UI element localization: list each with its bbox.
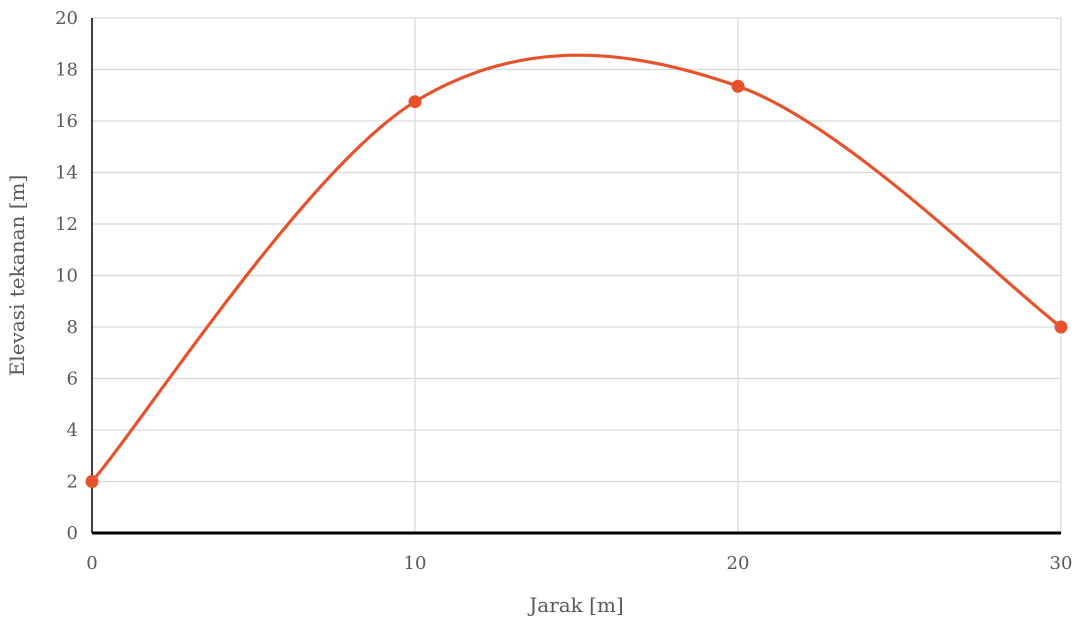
y-tick-label: 10	[55, 266, 78, 287]
y-tick-label: 8	[67, 317, 78, 338]
y-tick-label: 0	[67, 523, 78, 544]
data-point-marker	[731, 79, 745, 93]
series-line	[90, 53, 1063, 484]
y-axis-title: Elevasi tekanan [m]	[5, 175, 29, 377]
axes	[91, 18, 1061, 535]
y-tick-label: 6	[67, 369, 78, 390]
y-tick-label: 14	[55, 163, 78, 184]
y-tick-label: 4	[67, 420, 78, 441]
x-tick-label: 10	[404, 553, 427, 574]
series-group	[85, 53, 1068, 488]
x-tick-label: 0	[86, 553, 97, 574]
y-tick-label: 16	[55, 111, 78, 132]
y-tick-label: 12	[55, 214, 78, 235]
x-axis-title: Jarak [m]	[527, 593, 623, 617]
y-tick-label: 20	[55, 8, 78, 29]
x-tick-label: 20	[727, 553, 750, 574]
tick-labels: 0 2 4 6 8 10 12 14 16 18 20 0 10 20 30	[55, 8, 1072, 574]
gridlines	[92, 17, 1062, 533]
data-point-marker	[408, 95, 422, 109]
data-point-marker	[85, 475, 99, 488]
y-tick-label: 18	[55, 60, 78, 81]
y-tick-label: 2	[67, 472, 78, 493]
x-tick-label: 30	[1050, 553, 1073, 574]
data-point-marker	[1054, 320, 1068, 334]
